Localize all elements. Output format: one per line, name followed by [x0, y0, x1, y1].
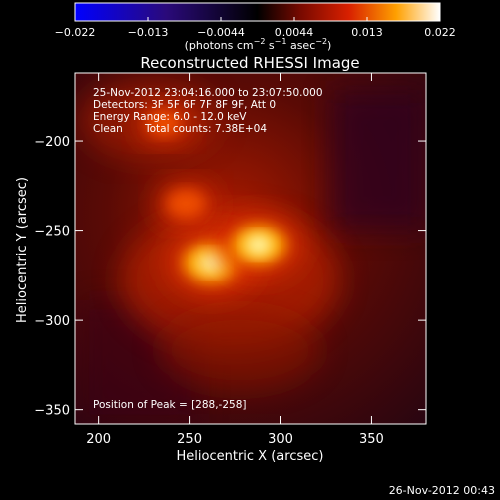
colorbar-unit: (photons cm−2 s−1 asec−2)	[185, 37, 332, 52]
emission-source-core	[245, 233, 273, 256]
x-tick-label: 250	[177, 432, 202, 447]
total-counts-label: Total counts: 7.38E+04	[144, 123, 267, 135]
colorbar-tick-label: −0.013	[128, 26, 169, 39]
y-tick-label: −250	[34, 225, 70, 240]
y-axis-label: Heliocentric Y (arcsec)	[15, 177, 30, 323]
algorithm-label: Clean	[93, 123, 123, 135]
plot-frame	[74, 72, 427, 425]
heatmap-image	[75, 73, 426, 424]
colorbar-tick-label: −0.0044	[197, 26, 245, 39]
emission-sources	[137, 103, 302, 295]
y-tick-label: −200	[34, 135, 70, 150]
peak-position-label: Position of Peak = [288,-258]	[93, 399, 247, 411]
emission-source	[167, 190, 205, 218]
chart-title: Reconstructed RHESSI Image	[140, 54, 359, 72]
detectors-label: Detectors: 3F 5F 6F 7F 8F 9F, Att 0	[93, 99, 276, 111]
colorbar	[74, 2, 441, 22]
x-axis-label: Heliocentric X (arcsec)	[177, 449, 324, 464]
x-tick-label: 300	[268, 432, 293, 447]
axis-ticks: 200 250 300 350 −200 −250 −300 −350	[34, 73, 426, 447]
colorbar-tick-label: 0.013	[351, 26, 383, 39]
colorbar-tick-label: 0.0044	[275, 26, 314, 39]
time-range-label: 25-Nov-2012 23:04:16.000 to 23:07:50.000	[93, 87, 323, 99]
energy-range-label: Energy Range: 6.0 - 12.0 keV	[93, 111, 247, 123]
x-tick-label: 200	[86, 432, 111, 447]
colorbar-tick-label: −0.022	[55, 26, 96, 39]
y-tick-label: −350	[34, 404, 70, 419]
x-tick-label: 350	[359, 432, 384, 447]
footer-date: 26-Nov-2012 00:43	[389, 484, 495, 497]
colorbar-ticks: −0.022 −0.013 −0.0044 0.0044 0.013 0.022	[55, 17, 456, 39]
colorbar-tick-label: 0.022	[424, 26, 456, 39]
emission-source	[147, 111, 181, 136]
emission-source-core	[197, 251, 226, 275]
info-block: 25-Nov-2012 23:04:16.000 to 23:07:50.000…	[93, 87, 323, 135]
y-tick-label: −300	[34, 314, 70, 329]
